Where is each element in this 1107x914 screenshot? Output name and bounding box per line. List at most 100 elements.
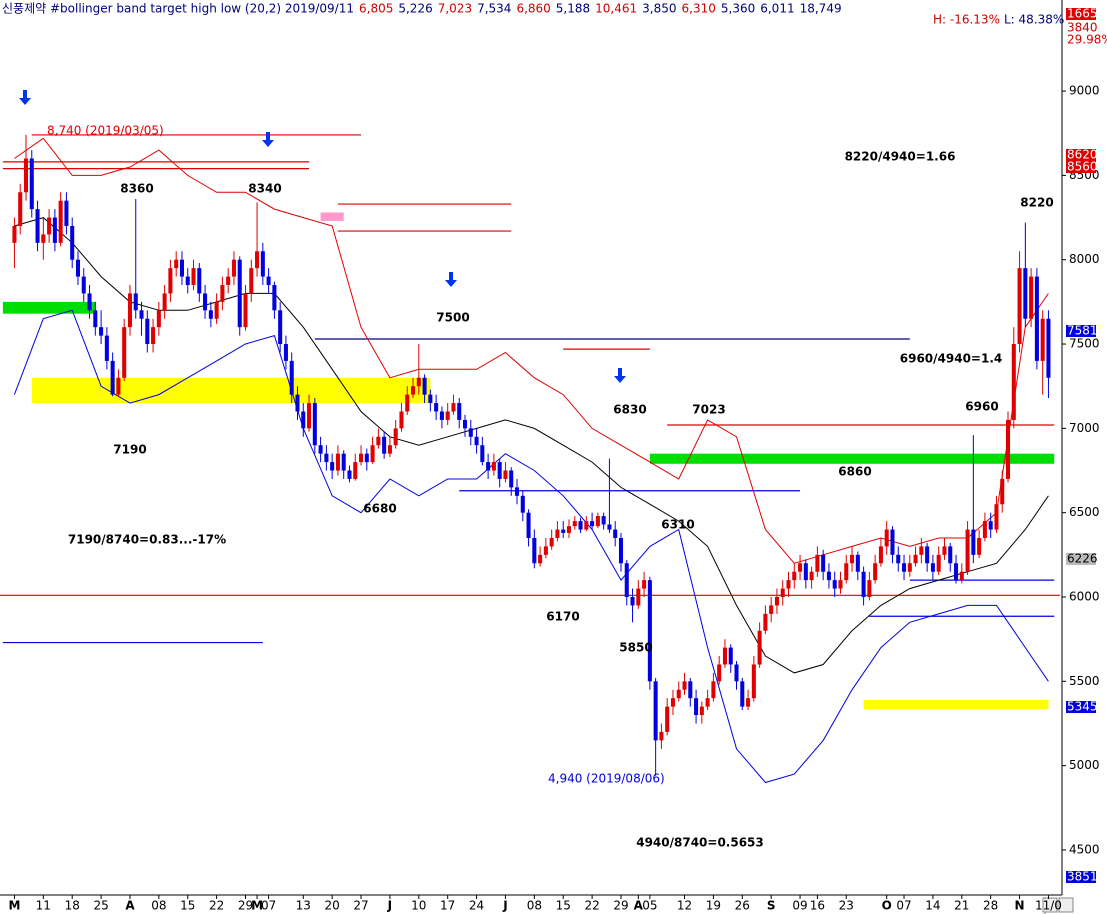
x-tick-label: 29 bbox=[613, 899, 628, 913]
candle-body bbox=[468, 428, 473, 437]
x-tick-label: 26 bbox=[735, 899, 750, 913]
annotation: 7190 bbox=[113, 443, 146, 457]
candle-body bbox=[873, 563, 878, 581]
candle-body bbox=[543, 546, 548, 555]
candle-body bbox=[607, 524, 612, 530]
candle-body bbox=[618, 537, 624, 564]
annotation: 8220/4940=1.66 bbox=[845, 150, 956, 164]
header-text: 3,850 bbox=[642, 2, 676, 16]
candle-body bbox=[104, 335, 109, 361]
candle-body bbox=[919, 546, 924, 555]
y-tick-label: 6000 bbox=[1069, 590, 1100, 604]
candle-body bbox=[665, 706, 670, 732]
candle-body bbox=[942, 546, 947, 555]
candle-body bbox=[774, 597, 779, 606]
candle-body bbox=[324, 453, 329, 463]
x-tick-label: O bbox=[882, 899, 892, 913]
candle-body bbox=[555, 529, 560, 538]
candle-body bbox=[988, 521, 993, 530]
candle-body bbox=[185, 276, 190, 286]
candle-body bbox=[335, 453, 340, 471]
y-tick-label: 9000 bbox=[1069, 84, 1100, 98]
candle-body bbox=[682, 681, 687, 690]
candle-body bbox=[151, 327, 156, 345]
candle-body bbox=[387, 445, 392, 454]
candle-body bbox=[422, 377, 427, 395]
x-tick-label: S bbox=[767, 899, 776, 913]
candle-body bbox=[1040, 318, 1045, 361]
candle-body bbox=[370, 445, 375, 463]
candle-body bbox=[260, 251, 265, 277]
x-tick-label: 16 bbox=[810, 899, 825, 913]
candle-body bbox=[416, 377, 421, 387]
stat-text: H: -16.13% bbox=[933, 13, 1000, 27]
price-tag-box bbox=[1066, 161, 1096, 173]
candle-body bbox=[838, 580, 843, 589]
candle-body bbox=[486, 462, 491, 471]
candle-body bbox=[850, 554, 855, 564]
annotation: 7023 bbox=[692, 403, 725, 417]
x-tick-label: 24 bbox=[469, 899, 484, 913]
zone bbox=[320, 212, 344, 221]
arrow-icon bbox=[262, 132, 274, 147]
candle-body bbox=[301, 411, 306, 429]
header-text: 6,805 bbox=[359, 2, 393, 16]
header-text: 7,023 bbox=[438, 2, 472, 16]
candle-body bbox=[982, 521, 987, 538]
candle-body bbox=[497, 462, 502, 479]
candle-body bbox=[1046, 318, 1051, 378]
header-text: 5,226 bbox=[398, 2, 432, 16]
x-tick-label: 12 bbox=[677, 899, 692, 913]
candle-body bbox=[578, 521, 583, 530]
x-tick-label: M bbox=[8, 899, 20, 913]
tool-button[interactable] bbox=[1042, 897, 1058, 913]
annotation: 4940/8740=0.5653 bbox=[636, 836, 764, 850]
candle-body bbox=[798, 563, 803, 572]
candle-body bbox=[451, 403, 456, 412]
x-tick-label: 10 bbox=[411, 899, 426, 913]
header-text: 6,011 bbox=[760, 2, 794, 16]
y-tick-label: 5500 bbox=[1069, 674, 1100, 688]
candle-body bbox=[694, 698, 699, 716]
price-tag: 8560 bbox=[1067, 160, 1098, 174]
candle-body bbox=[734, 664, 739, 682]
plot bbox=[0, 134, 1060, 784]
annotation: 7500 bbox=[436, 311, 469, 325]
price-tag: 6226 bbox=[1067, 552, 1098, 566]
candle-body bbox=[110, 360, 115, 395]
candle-body bbox=[907, 563, 912, 572]
candle-body bbox=[81, 276, 86, 294]
x-tick-label: 15 bbox=[180, 899, 195, 913]
candle-body bbox=[809, 571, 814, 581]
candle-body bbox=[757, 630, 762, 665]
candle-body bbox=[23, 158, 29, 193]
candle-body bbox=[64, 200, 69, 226]
candle-body bbox=[93, 310, 98, 328]
annotation: 4,940 (2019/08/06) bbox=[548, 772, 665, 786]
y-tick-label: 7000 bbox=[1069, 421, 1100, 435]
candle-body bbox=[491, 462, 496, 471]
candle-body bbox=[520, 495, 525, 513]
annotation: 5850 bbox=[619, 641, 652, 655]
candle-body bbox=[514, 487, 520, 496]
candle-body bbox=[122, 327, 127, 378]
x-tick-label: 07 bbox=[261, 899, 276, 913]
candle-body bbox=[249, 268, 254, 294]
candle-body bbox=[763, 613, 768, 631]
candle-body bbox=[584, 521, 589, 530]
x-tick-label: 15 bbox=[556, 899, 571, 913]
annotation: 8220 bbox=[1020, 196, 1053, 210]
candle-body bbox=[434, 403, 439, 412]
candle-body bbox=[699, 706, 704, 716]
candle-body bbox=[47, 217, 52, 235]
tool-button[interactable] bbox=[1058, 897, 1074, 913]
candle-body bbox=[353, 462, 358, 479]
candle-body bbox=[405, 394, 410, 412]
candle-body bbox=[1029, 276, 1034, 319]
candle-body bbox=[705, 698, 710, 707]
candle-body bbox=[722, 647, 727, 665]
price-tag-box bbox=[1066, 701, 1096, 713]
x-tick-label: 29 bbox=[238, 899, 253, 913]
candle-body bbox=[231, 259, 236, 277]
candle-body bbox=[399, 411, 404, 429]
